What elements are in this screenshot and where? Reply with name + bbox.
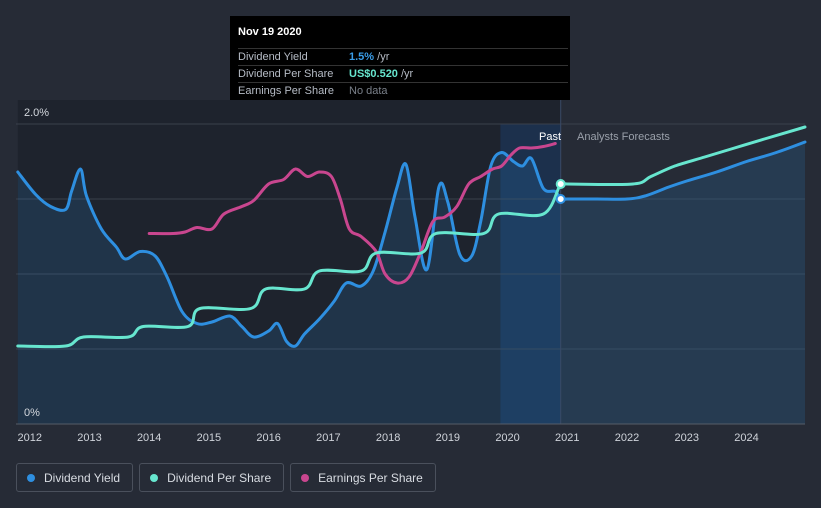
tooltip-unit: /yr <box>374 51 390 63</box>
x-tick-label: 2020 <box>495 432 519 444</box>
legend-earnings-per-share[interactable]: Earnings Per Share <box>290 463 436 492</box>
x-axis-ticks: 2012 2013 2014 2015 2016 2017 2018 2019 2020 2021… <box>17 432 758 444</box>
x-tick-label: 2013 <box>77 432 101 444</box>
dividend-yield-area <box>17 142 806 424</box>
legend-label: Dividend Per Share <box>167 470 272 485</box>
legend-label: Dividend Yield <box>44 470 121 485</box>
chart-legend: Dividend Yield Dividend Per Share Earnin… <box>16 463 436 492</box>
x-tick-label: 2019 <box>436 432 460 444</box>
forecast-label: Analysts Forecasts <box>577 131 670 143</box>
y-tick-label: 0% <box>24 407 40 419</box>
legend-label: Earnings Per Share <box>318 470 423 485</box>
x-tick-label: 2024 <box>734 432 758 444</box>
tooltip-value: No data <box>349 85 388 97</box>
current-markers <box>555 179 566 204</box>
x-tick-label: 2017 <box>316 432 340 444</box>
data-tooltip: Nov 19 2020 Dividend Yield 1.5% /yr Divi… <box>230 16 570 100</box>
x-tick-label: 2022 <box>615 432 639 444</box>
y-tick-label: 2.0% <box>24 107 49 119</box>
y-axis-ticks: 2.0% 0% <box>24 107 49 419</box>
legend-dividend-per-share[interactable]: Dividend Per Share <box>139 463 285 492</box>
legend-dividend-yield[interactable]: Dividend Yield <box>16 463 134 492</box>
tooltip-row-earnings-per-share: Earnings Per Share No data <box>238 82 568 100</box>
past-label: Past <box>539 131 561 143</box>
x-tick-label: 2018 <box>376 432 400 444</box>
tooltip-label: Dividend Yield <box>238 51 308 63</box>
tooltip-label: Earnings Per Share <box>238 85 334 97</box>
dividend-per-share-marker <box>555 179 566 189</box>
tooltip-row-dividend-per-share: Dividend Per Share US$0.520 /yr <box>238 65 568 83</box>
x-tick-label: 2014 <box>137 432 161 444</box>
past-region-background <box>17 100 561 424</box>
earnings-per-share-line <box>147 142 557 285</box>
tooltip-label: Dividend Per Share <box>238 68 334 80</box>
x-tick-label: 2021 <box>555 432 579 444</box>
gridlines <box>16 123 805 350</box>
x-tick-label: 2016 <box>256 432 280 444</box>
tooltip-unit: /yr <box>397 68 414 80</box>
x-tick-label: 2023 <box>674 432 698 444</box>
dividend-yield-marker <box>555 194 566 204</box>
tooltip-row-dividend-yield: Dividend Yield 1.5% /yr <box>238 48 568 66</box>
dividend-per-share-dot-icon <box>150 473 159 482</box>
dividend-yield-dot-icon <box>27 473 35 482</box>
x-tick-label: 2012 <box>17 432 41 444</box>
tooltip-value: 1.5% <box>349 51 375 63</box>
earnings-per-share-dot-icon <box>301 473 310 482</box>
x-tick-label: 2015 <box>197 432 221 444</box>
tooltip-date: Nov 19 2020 <box>238 26 302 38</box>
tooltip-value: US$0.520 <box>349 68 398 80</box>
dividend-per-share-line <box>16 125 807 349</box>
